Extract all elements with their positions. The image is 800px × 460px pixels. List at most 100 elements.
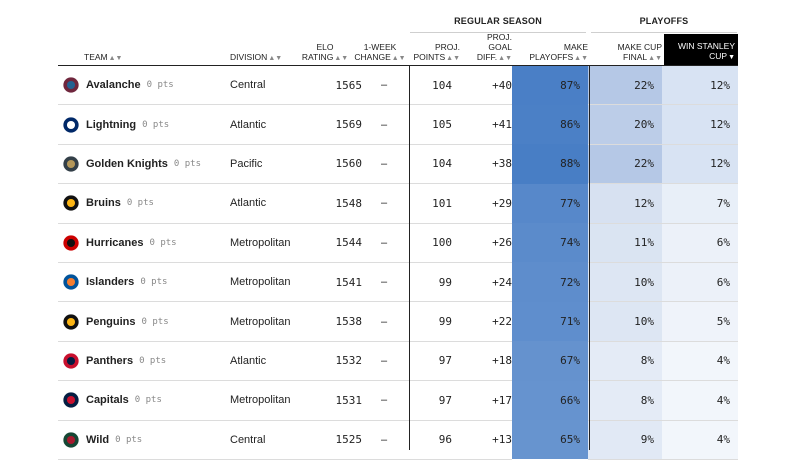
week-change-cell: –: [362, 420, 406, 460]
team-cell: Avalanche 0 pts: [58, 66, 230, 106]
table-row[interactable]: Lightning 0 pts Atlantic 1569 – 105 +41 8…: [58, 104, 738, 145]
team-name: Islanders: [86, 276, 135, 289]
division-cell: Metropolitan: [230, 262, 300, 303]
table-row[interactable]: Golden Knights 0 pts Pacific 1560 – 104 +…: [58, 144, 738, 185]
division-cell: Metropolitan: [230, 223, 300, 263]
make-cup-final-cell: 20%: [588, 104, 662, 145]
table-row[interactable]: Hurricanes 0 pts Metropolitan 1544 – 100 …: [58, 223, 738, 263]
team-name: Bruins: [86, 197, 121, 210]
team-name: Penguins: [86, 315, 136, 328]
sort-icon: ▲▼: [268, 55, 283, 62]
division-cell: Central: [230, 66, 300, 106]
team-logo-icon: [63, 156, 79, 172]
team-name: Wild: [86, 433, 110, 446]
header-cup-line2: CUP: [709, 51, 728, 61]
header-team[interactable]: TEAM▲▼: [84, 52, 122, 64]
win-cup-cell: 6%: [662, 223, 738, 263]
header-final-line1: MAKE CUP: [617, 42, 662, 52]
elo-rating-cell: 1541: [300, 262, 362, 303]
header-points-line2: POINTS: [413, 52, 446, 62]
header-change-line1: 1-WEEK: [363, 42, 397, 52]
sort-icon: ▲▼: [648, 55, 662, 62]
make-playoffs-cell: 66%: [512, 380, 588, 421]
header-points-line1: PROJ.: [434, 42, 460, 52]
team-logo-icon: [63, 313, 79, 330]
header-team-label: TEAM: [84, 52, 108, 62]
proj-goal-diff-cell: +29: [460, 183, 512, 224]
column-headers: TEAM▲▼ DIVISION▲▼ ELO RATING▲▼ 1-WEEK CHAN…: [0, 32, 800, 68]
elo-rating-cell: 1569: [300, 104, 362, 145]
make-cup-final-cell: 10%: [588, 301, 662, 342]
proj-points-cell: 101: [406, 183, 460, 224]
header-win-stanley-cup[interactable]: WIN STANLEY CUP▼: [664, 34, 738, 68]
table-row[interactable]: Capitals 0 pts Metropolitan 1531 – 97 +17…: [58, 380, 738, 421]
team-points: 0 pts: [140, 277, 168, 288]
team-logo-icon: [63, 235, 79, 251]
division-cell: Atlantic: [230, 183, 300, 224]
team-points: 0 pts: [115, 434, 143, 445]
make-cup-final-cell: 12%: [588, 183, 662, 224]
team-cell: Islanders 0 pts: [58, 262, 230, 303]
make-cup-final-cell: 9%: [588, 420, 662, 460]
proj-goal-diff-cell: +24: [460, 262, 512, 303]
week-change-cell: –: [362, 104, 406, 145]
make-playoffs-cell: 65%: [512, 420, 588, 460]
make-cup-final-cell: 8%: [588, 341, 662, 382]
division-cell: Atlantic: [230, 341, 300, 382]
sort-icon: ▲▼: [498, 55, 512, 62]
make-playoffs-cell: 86%: [512, 104, 588, 145]
header-proj-goal-diff[interactable]: PROJ. GOAL DIFF.▲▼: [452, 32, 512, 64]
elo-rating-cell: 1531: [300, 380, 362, 421]
elo-rating-cell: 1565: [300, 66, 362, 106]
divider-regular-season: [409, 66, 410, 450]
team-points: 0 pts: [142, 119, 170, 130]
header-final-line2: FINAL: [623, 52, 648, 62]
win-cup-cell: 12%: [662, 104, 738, 145]
table-row[interactable]: Avalanche 0 pts Central 1565 – 104 +40 87…: [58, 66, 738, 106]
win-cup-cell: 7%: [662, 183, 738, 224]
standings-table: Avalanche 0 pts Central 1565 – 104 +40 87…: [58, 66, 738, 460]
header-week-change[interactable]: 1-WEEK CHANGE▲▼: [354, 42, 406, 64]
team-name: Lightning: [86, 118, 137, 131]
elo-rating-cell: 1544: [300, 223, 362, 263]
table-row[interactable]: Bruins 0 pts Atlantic 1548 – 101 +29 77% …: [58, 183, 738, 224]
team-logo-icon: [63, 274, 79, 290]
table-row[interactable]: Wild 0 pts Central 1525 – 96 +13 65% 9% 4…: [58, 420, 738, 460]
win-cup-cell: 12%: [662, 144, 738, 185]
header-playoffs-line1: MAKE: [563, 42, 588, 52]
header-make-playoffs[interactable]: MAKE PLAYOFFS▲▼: [526, 42, 588, 64]
header-divider: [58, 65, 738, 66]
make-playoffs-cell: 67%: [512, 341, 588, 381]
team-points: 0 pts: [134, 395, 162, 406]
week-change-cell: –: [362, 341, 406, 382]
sort-icon: ▲▼: [391, 55, 406, 62]
elo-rating-cell: 1525: [300, 420, 362, 460]
standings-body: Avalanche 0 pts Central 1565 – 104 +40 87…: [58, 66, 738, 460]
win-cup-cell: 5%: [662, 301, 738, 342]
proj-points-cell: 100: [406, 223, 460, 263]
team-logo-icon: [63, 392, 79, 408]
proj-points-cell: 97: [406, 380, 460, 421]
header-elo-rating[interactable]: ELO RATING▲▼: [300, 42, 350, 64]
team-logo-icon: [63, 116, 79, 133]
division-cell: Metropolitan: [230, 380, 300, 421]
header-make-cup-final[interactable]: MAKE CUP FINAL▲▼: [598, 42, 662, 64]
header-division-label: DIVISION: [230, 52, 268, 62]
header-proj-points[interactable]: PROJ. POINTS▲▼: [410, 42, 460, 64]
group-playoffs: PLAYOFFS: [591, 16, 737, 33]
proj-points-cell: 96: [406, 420, 460, 460]
table-row[interactable]: Panthers 0 pts Atlantic 1532 – 97 +18 67%…: [58, 341, 738, 382]
proj-points-cell: 99: [406, 301, 460, 342]
header-division[interactable]: DIVISION▲▼: [230, 52, 282, 64]
team-cell: Bruins 0 pts: [58, 183, 230, 224]
proj-goal-diff-cell: +40: [460, 66, 512, 106]
header-playoffs-line2: PLAYOFFS: [529, 52, 574, 62]
sort-desc-icon: ▼: [728, 54, 735, 61]
win-cup-cell: 4%: [662, 380, 738, 421]
table-row[interactable]: Islanders 0 pts Metropolitan 1541 – 99 +2…: [58, 262, 738, 303]
week-change-cell: –: [362, 183, 406, 224]
header-elo-line2: RATING: [301, 52, 334, 62]
elo-rating-cell: 1560: [300, 144, 362, 185]
win-cup-cell: 12%: [662, 66, 738, 106]
table-row[interactable]: Penguins 0 pts Metropolitan 1538 – 99 +22…: [58, 301, 738, 342]
